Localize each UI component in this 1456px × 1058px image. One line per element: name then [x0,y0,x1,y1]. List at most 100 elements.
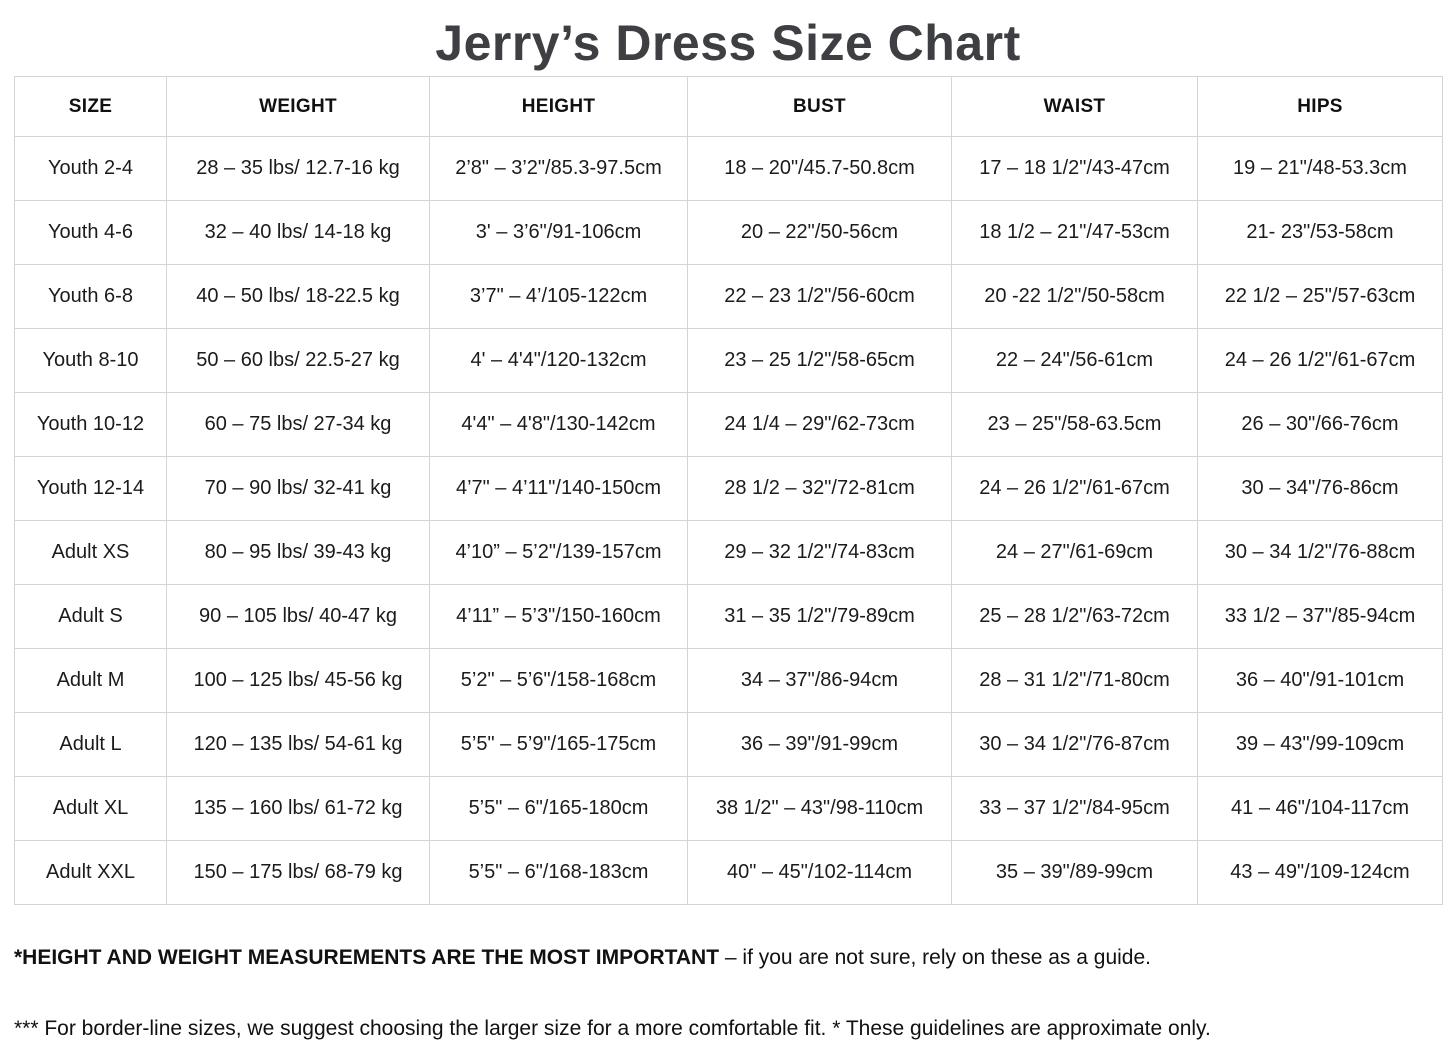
cell-waist: 24 – 27"/61-69cm [951,520,1198,585]
cell-waist: 17 – 18 1/2"/43-47cm [951,136,1198,201]
table-row: Youth 6-8 40 – 50 lbs/ 18-22.5 kg 3’7" – 4… [14,264,1443,329]
cell-bust: 40" – 45"/102-114cm [687,840,952,905]
cell-height: 3’7" – 4’/105-122cm [429,264,688,329]
cell-size: Youth 10-12 [14,392,167,457]
cell-size: Adult S [14,584,167,649]
cell-height: 4' – 4'4"/120-132cm [429,328,688,393]
cell-waist: 35 – 39"/89-99cm [951,840,1198,905]
cell-bust: 34 – 37"/86-94cm [687,648,952,713]
cell-bust: 24 1/4 – 29"/62-73cm [687,392,952,457]
cell-hips: 24 – 26 1/2"/61-67cm [1197,328,1443,393]
cell-weight: 70 – 90 lbs/ 32-41 kg [166,456,430,521]
cell-waist: 18 1/2 – 21"/47-53cm [951,200,1198,265]
cell-size: Youth 4-6 [14,200,167,265]
cell-weight: 40 – 50 lbs/ 18-22.5 kg [166,264,430,329]
cell-height: 5’5" – 6"/165-180cm [429,776,688,841]
cell-hips: 33 1/2 – 37"/85-94cm [1197,584,1443,649]
footnote-regular-text: – if you are not sure, rely on these as … [719,946,1151,969]
footnote-bold-text: *HEIGHT AND WEIGHT MEASUREMENTS ARE THE … [14,946,720,969]
cell-bust: 22 – 23 1/2"/56-60cm [687,264,952,329]
cell-size: Adult XS [14,520,167,585]
cell-weight: 135 – 160 lbs/ 61-72 kg [166,776,430,841]
cell-weight: 32 – 40 lbs/ 14-18 kg [166,200,430,265]
cell-bust: 18 – 20"/45.7-50.8cm [687,136,952,201]
cell-weight: 100 – 125 lbs/ 45-56 kg [166,648,430,713]
cell-weight: 28 – 35 lbs/ 12.7-16 kg [166,136,430,201]
column-header-hips: HIPS [1197,76,1443,137]
cell-bust: 20 – 22"/50-56cm [687,200,952,265]
cell-height: 5’2" – 5’6"/158-168cm [429,648,688,713]
cell-height: 5’5" – 5’9"/165-175cm [429,712,688,777]
cell-waist: 30 – 34 1/2"/76-87cm [951,712,1198,777]
cell-size: Youth 8-10 [14,328,167,393]
column-header-size: SIZE [14,76,167,137]
column-header-bust: BUST [687,76,952,137]
cell-size: Youth 12-14 [14,456,167,521]
cell-height: 5’5" – 6"/168-183cm [429,840,688,905]
cell-hips: 30 – 34"/76-86cm [1197,456,1443,521]
cell-hips: 39 – 43"/99-109cm [1197,712,1443,777]
cell-weight: 90 – 105 lbs/ 40-47 kg [166,584,430,649]
table-row: Youth 12-14 70 – 90 lbs/ 32-41 kg 4’7" – 4… [14,456,1443,521]
table-row: Youth 8-10 50 – 60 lbs/ 22.5-27 kg 4' – 4'… [14,328,1443,393]
table-row: Adult XL 135 – 160 lbs/ 61-72 kg 5’5" – 6"… [14,776,1443,841]
table-row: Youth 10-12 60 – 75 lbs/ 27-34 kg 4'4" – 4… [14,392,1443,457]
cell-height: 4'4" – 4'8"/130-142cm [429,392,688,457]
cell-bust: 31 – 35 1/2"/79-89cm [687,584,952,649]
table-row: Adult XXL 150 – 175 lbs/ 68-79 kg 5’5" – 6… [14,840,1443,905]
column-header-waist: WAIST [951,76,1198,137]
table-row: Adult S 90 – 105 lbs/ 40-47 kg 4’11” – 5’3… [14,584,1443,649]
cell-weight: 60 – 75 lbs/ 27-34 kg [166,392,430,457]
cell-bust: 36 – 39"/91-99cm [687,712,952,777]
cell-waist: 24 – 26 1/2"/61-67cm [951,456,1198,521]
cell-size: Adult L [14,712,167,777]
cell-height: 2’8" – 3’2"/85.3-97.5cm [429,136,688,201]
table-header: SIZE WEIGHT HEIGHT BUST WAIST HIPS [14,76,1443,137]
cell-waist: 25 – 28 1/2"/63-72cm [951,584,1198,649]
cell-size: Youth 6-8 [14,264,167,329]
cell-size: Adult XXL [14,840,167,905]
cell-bust: 28 1/2 – 32"/72-81cm [687,456,952,521]
cell-weight: 80 – 95 lbs/ 39-43 kg [166,520,430,585]
cell-bust: 23 – 25 1/2"/58-65cm [687,328,952,393]
header-row: SIZE WEIGHT HEIGHT BUST WAIST HIPS [14,76,1443,137]
table-row: Adult XS 80 – 95 lbs/ 39-43 kg 4’10” – 5’2… [14,520,1443,585]
cell-height: 4’10” – 5’2"/139-157cm [429,520,688,585]
cell-hips: 36 – 40"/91-101cm [1197,648,1443,713]
footnotes: *HEIGHT AND WEIGHT MEASUREMENTS ARE THE … [14,945,1442,1041]
cell-height: 4’11” – 5’3"/150-160cm [429,584,688,649]
cell-height: 4’7" – 4’11"/140-150cm [429,456,688,521]
cell-hips: 21- 23"/53-58cm [1197,200,1443,265]
cell-hips: 43 – 49"/109-124cm [1197,840,1443,905]
cell-hips: 30 – 34 1/2"/76-88cm [1197,520,1443,585]
column-header-height: HEIGHT [429,76,688,137]
table-row: Youth 2-4 28 – 35 lbs/ 12.7-16 kg 2’8" – 3… [14,136,1443,201]
page-title: Jerry’s Dress Size Chart [435,15,1021,71]
size-chart-table: SIZE WEIGHT HEIGHT BUST WAIST HIPS Youth 2-4 2… [14,76,1443,905]
cell-weight: 150 – 175 lbs/ 68-79 kg [166,840,430,905]
cell-hips: 41 – 46"/104-117cm [1197,776,1443,841]
table-row: Adult M 100 – 125 lbs/ 45-56 kg 5’2" – 5’6… [14,648,1443,713]
cell-height: 3' – 3’6"/91-106cm [429,200,688,265]
cell-weight: 120 – 135 lbs/ 54-61 kg [166,712,430,777]
cell-hips: 19 – 21"/48-53.3cm [1197,136,1443,201]
table-row: Adult L 120 – 135 lbs/ 54-61 kg 5’5" – 5’9… [14,712,1443,777]
cell-hips: 22 1/2 – 25"/57-63cm [1197,264,1443,329]
cell-size: Adult XL [14,776,167,841]
cell-weight: 50 – 60 lbs/ 22.5-27 kg [166,328,430,393]
cell-waist: 23 – 25"/58-63.5cm [951,392,1198,457]
cell-waist: 20 -22 1/2"/50-58cm [951,264,1198,329]
cell-size: Adult M [14,648,167,713]
cell-bust: 29 – 32 1/2"/74-83cm [687,520,952,585]
cell-bust: 38 1/2" – 43"/98-110cm [687,776,952,841]
cell-waist: 22 – 24"/56-61cm [951,328,1198,393]
table-row: Youth 4-6 32 – 40 lbs/ 14-18 kg 3' – 3’6"/… [14,200,1443,265]
cell-waist: 28 – 31 1/2"/71-80cm [951,648,1198,713]
footnote-borderline-sizes: *** For border-line sizes, we suggest ch… [14,1017,1211,1041]
cell-size: Youth 2-4 [14,136,167,201]
footnote-height-weight: *HEIGHT AND WEIGHT MEASUREMENTS ARE THE … [14,945,1442,970]
cell-waist: 33 – 37 1/2"/84-95cm [951,776,1198,841]
column-header-weight: WEIGHT [166,76,430,137]
cell-hips: 26 – 30"/66-76cm [1197,392,1443,457]
